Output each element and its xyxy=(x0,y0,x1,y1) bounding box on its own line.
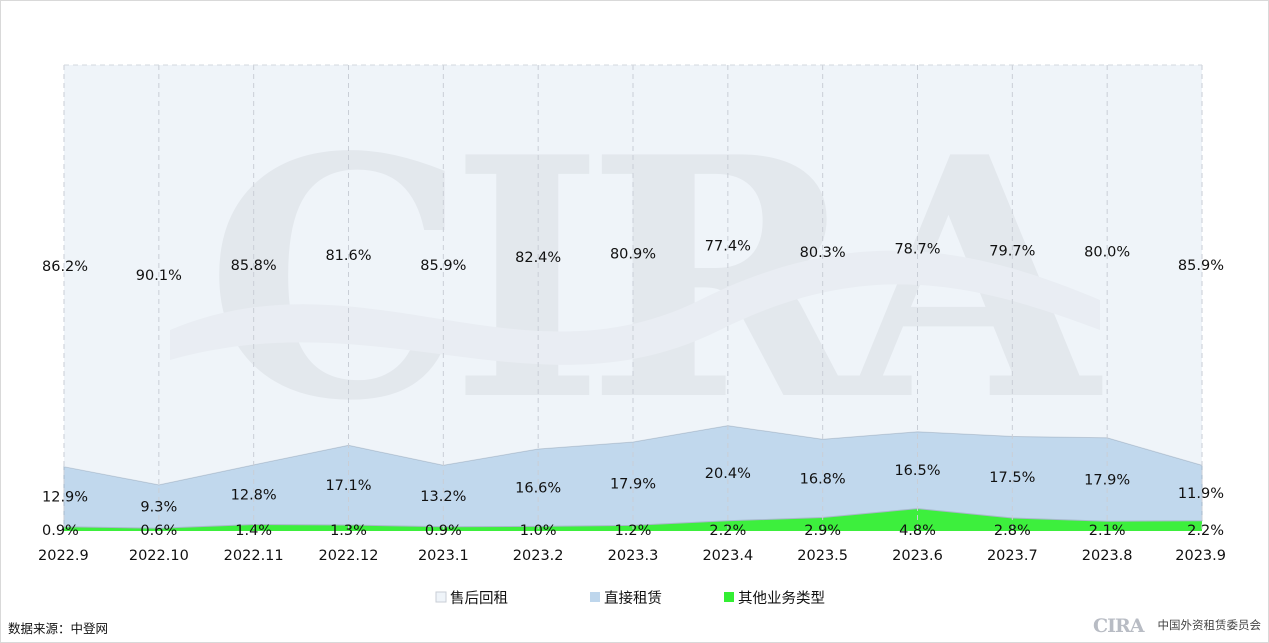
data-label-direct: 17.5% xyxy=(989,470,1035,486)
legend-swatch xyxy=(590,592,600,602)
data-label-direct: 11.9% xyxy=(1178,486,1224,502)
x-tick-label: 2023.6 xyxy=(892,548,943,564)
logo-lettering: CIRA xyxy=(1093,615,1145,635)
data-label-leaseback: 80.9% xyxy=(610,246,656,262)
legend-label: 其他业务类型 xyxy=(738,590,825,607)
x-tick-label: 2022.12 xyxy=(319,548,379,564)
x-tick-label: 2023.4 xyxy=(702,548,753,564)
data-label-other: 0.6% xyxy=(140,523,177,539)
x-tick-label: 2023.7 xyxy=(987,548,1038,564)
data-label-direct: 16.6% xyxy=(515,481,561,497)
data-label-direct: 13.2% xyxy=(420,489,466,505)
data-label-other: 1.2% xyxy=(615,523,652,539)
x-tick-label: 2023.2 xyxy=(513,548,564,564)
data-label-leaseback: 85.9% xyxy=(1178,258,1224,274)
data-label-leaseback: 77.4% xyxy=(705,238,751,254)
data-label-other: 2.8% xyxy=(994,523,1031,539)
data-label-other: 2.2% xyxy=(709,523,746,539)
vertical-gridlines xyxy=(63,64,1203,531)
data-label-other: 4.8% xyxy=(899,523,936,539)
data-labels: 0.9% 0.6% 1.4% 1.3% 0.9% 1.0% 1.2% 2.2% 2.9% 4.8%… xyxy=(42,238,1224,539)
legend-label: 售后回租 xyxy=(450,590,508,607)
data-label-direct: 17.9% xyxy=(1084,473,1130,489)
data-label-direct: 12.9% xyxy=(42,490,88,506)
data-label-leaseback: 82.4% xyxy=(515,250,561,266)
legend: 售后回租 直接租赁 其他业务类型 xyxy=(435,590,825,607)
data-label-direct: 16.5% xyxy=(894,463,940,479)
x-tick-label: 2023.3 xyxy=(608,548,659,564)
data-label-other: 0.9% xyxy=(42,523,79,539)
data-label-direct: 16.8% xyxy=(800,471,846,487)
source-note: 数据来源：中登网 xyxy=(8,621,109,636)
footer-logo: CIRA 中国外资租赁委员会 xyxy=(1093,615,1262,635)
data-label-other: 1.4% xyxy=(235,523,272,539)
x-tick-label: 2022.9 xyxy=(38,548,89,564)
data-label-leaseback: 78.7% xyxy=(894,241,940,257)
data-label-direct: 17.9% xyxy=(610,477,656,493)
data-label-other: 2.9% xyxy=(804,523,841,539)
x-tick-label: 2022.11 xyxy=(224,548,284,564)
data-label-leaseback: 90.1% xyxy=(136,268,182,284)
data-label-leaseback: 86.2% xyxy=(42,259,88,275)
data-label-other: 1.3% xyxy=(330,523,367,539)
data-label-direct: 9.3% xyxy=(140,500,177,516)
data-label-leaseback: 80.0% xyxy=(1084,244,1130,260)
x-tick-label: 2023.1 xyxy=(418,548,469,564)
x-tick-label: 2023.9 xyxy=(1175,548,1226,564)
x-axis-ticks: 2022.9 2022.10 2022.11 2022.12 2023.1 2023.2 2… xyxy=(38,548,1226,564)
data-label-other: 0.9% xyxy=(425,523,462,539)
data-label-direct: 17.1% xyxy=(325,478,371,494)
legend-swatch xyxy=(724,592,734,602)
data-label-leaseback: 79.7% xyxy=(989,244,1035,260)
data-label-other: 2.1% xyxy=(1089,523,1126,539)
data-label-leaseback: 80.3% xyxy=(800,245,846,261)
cira-logo-icon: CIRA xyxy=(1093,615,1146,635)
x-tick-label: 2022.10 xyxy=(129,548,189,564)
x-tick-label: 2023.5 xyxy=(797,548,848,564)
legend-swatch xyxy=(435,591,447,603)
org-name: 中国外资租赁委员会 xyxy=(1157,618,1262,632)
data-label-leaseback: 85.9% xyxy=(420,258,466,274)
x-tick-label: 2023.8 xyxy=(1082,548,1133,564)
data-label-leaseback: 85.8% xyxy=(231,258,277,274)
data-label-other: 2.2% xyxy=(1187,523,1224,539)
data-label-direct: 12.8% xyxy=(231,488,277,504)
data-label-other: 1.0% xyxy=(520,523,557,539)
data-label-leaseback: 81.6% xyxy=(325,248,371,264)
legend-label: 直接租赁 xyxy=(604,590,662,607)
data-label-direct: 20.4% xyxy=(705,466,751,482)
